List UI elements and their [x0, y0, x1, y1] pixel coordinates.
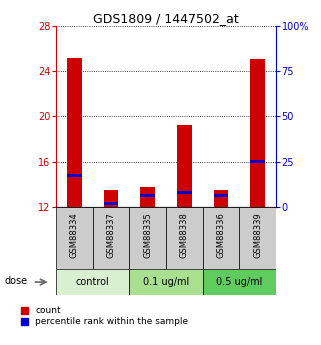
Bar: [104, 202, 118, 205]
Bar: [214, 194, 229, 197]
Bar: [203, 207, 239, 269]
Bar: [250, 59, 265, 207]
Bar: [250, 160, 265, 163]
Bar: [203, 269, 276, 295]
Bar: [129, 269, 203, 295]
Bar: [141, 187, 155, 207]
Bar: [56, 269, 129, 295]
Bar: [129, 207, 166, 269]
Bar: [177, 191, 192, 194]
Bar: [177, 126, 192, 207]
Bar: [56, 207, 93, 269]
Text: GSM88335: GSM88335: [143, 212, 152, 258]
Legend: count, percentile rank within the sample: count, percentile rank within the sample: [21, 306, 188, 326]
Bar: [214, 190, 229, 207]
Bar: [239, 207, 276, 269]
Bar: [104, 190, 118, 207]
Text: GSM88339: GSM88339: [253, 212, 262, 258]
Bar: [93, 207, 129, 269]
Bar: [141, 194, 155, 197]
Text: control: control: [76, 277, 110, 287]
Bar: [166, 207, 203, 269]
Bar: [67, 58, 82, 207]
Text: GSM88338: GSM88338: [180, 212, 189, 258]
Title: GDS1809 / 1447502_at: GDS1809 / 1447502_at: [93, 12, 239, 25]
Text: 0.1 ug/ml: 0.1 ug/ml: [143, 277, 189, 287]
Text: 0.5 ug/ml: 0.5 ug/ml: [216, 277, 263, 287]
Bar: [67, 174, 82, 177]
Text: GSM88336: GSM88336: [217, 212, 226, 258]
Text: GSM88334: GSM88334: [70, 212, 79, 258]
Text: GSM88337: GSM88337: [107, 212, 116, 258]
Text: dose: dose: [4, 276, 28, 286]
